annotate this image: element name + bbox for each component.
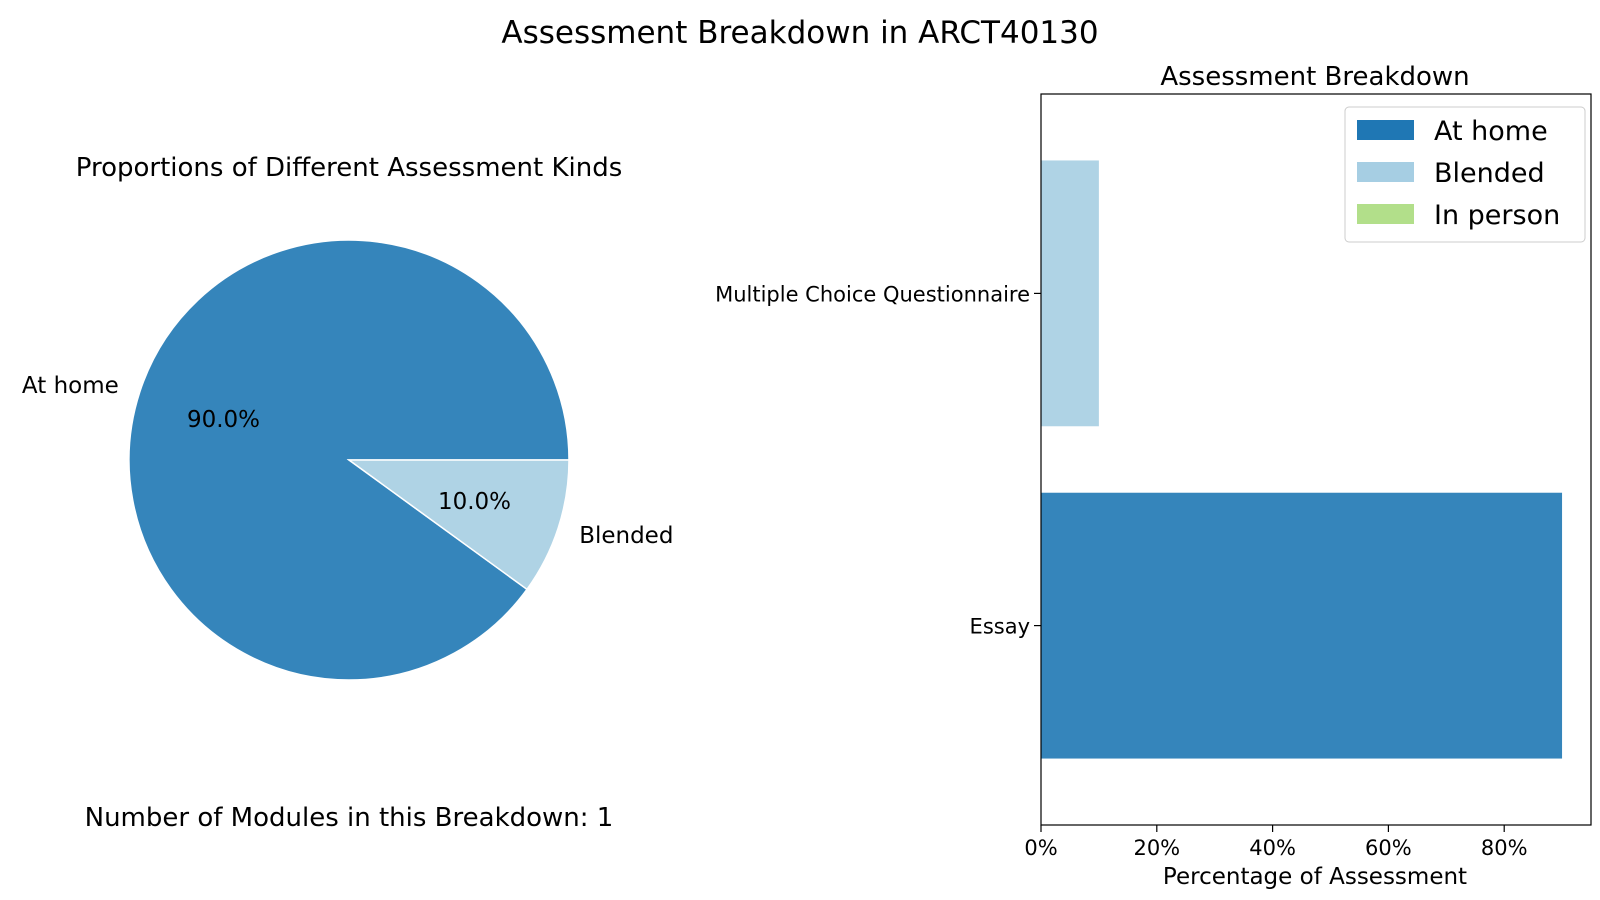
pie-slices xyxy=(128,239,570,681)
pie-label-blended: Blended xyxy=(579,523,673,549)
pie-title: Proportions of Different Assessment Kind… xyxy=(76,153,623,183)
pie-pct-label-blended: 10.0% xyxy=(438,489,511,515)
x-tick-label: 60% xyxy=(1365,836,1412,860)
legend-label-at-home: At home xyxy=(1434,116,1548,147)
legend-swatch-in-person xyxy=(1357,204,1414,224)
y-tick-label: Essay xyxy=(970,615,1030,639)
plot-frame xyxy=(1040,93,1592,826)
x-axis: 0% 20% 40% 60% 80% xyxy=(1024,825,1528,860)
x-tick-label: 40% xyxy=(1249,836,1296,860)
bar-panel: Assessment Breakdown Multiple Choice Que… xyxy=(715,62,1592,890)
pie-panel: Proportions of Different Assessment Kind… xyxy=(22,153,674,833)
x-tick-label: 80% xyxy=(1481,836,1528,860)
legend-swatch-at-home xyxy=(1357,120,1414,140)
x-axis-label: Percentage of Assessment xyxy=(1163,864,1467,890)
pie-label-at-home: At home xyxy=(22,373,119,399)
x-tick-label: 20% xyxy=(1133,836,1180,860)
pie-labels: At home 90.0% Blended 10.0% xyxy=(22,373,674,549)
pie-slice-blended xyxy=(346,459,570,591)
pie-pct-label-at-home: 90.0% xyxy=(187,407,260,433)
pie-footer: Number of Modules in this Breakdown: 1 xyxy=(85,803,614,833)
x-tick-label: 0% xyxy=(1024,836,1057,860)
bar-title: Assessment Breakdown xyxy=(1160,62,1469,92)
bar-multiple-choice-questionnaire-blended xyxy=(1041,160,1099,427)
figure-title: Assessment Breakdown in ARCT40130 xyxy=(501,15,1098,51)
legend-swatch-blended xyxy=(1357,162,1414,182)
legend-label-in-person: In person xyxy=(1434,200,1560,231)
y-tick-label: Multiple Choice Questionnaire xyxy=(715,282,1030,306)
legend: At home Blended In person xyxy=(1344,106,1586,243)
bars xyxy=(1041,160,1563,759)
y-axis: Multiple Choice Questionnaire Essay xyxy=(715,282,1041,639)
bar-essay-at-home xyxy=(1041,492,1563,759)
legend-label-blended: Blended xyxy=(1434,158,1545,189)
